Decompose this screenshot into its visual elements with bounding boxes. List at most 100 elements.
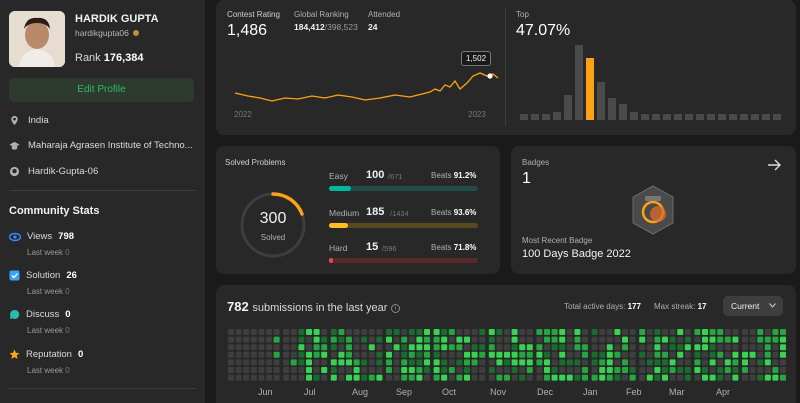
- heatmap-cell: [471, 359, 478, 366]
- heatmap-cell: [393, 351, 400, 358]
- arrow-right-icon[interactable]: [767, 158, 781, 172]
- heatmap-cell: [243, 374, 250, 381]
- heatmap-cell: [424, 359, 430, 366]
- heatmap-cell: [519, 359, 526, 366]
- solved-total: 300: [259, 210, 287, 227]
- heatmap-cell: [669, 351, 676, 358]
- github-icon: [9, 166, 20, 177]
- heatmap-cell: [574, 344, 581, 351]
- info-icon[interactable]: i: [391, 304, 401, 313]
- github-link[interactable]: Hardik-Gupta-06: [28, 166, 99, 177]
- heatmap-cell: [551, 329, 558, 335]
- heatmap-cell: [566, 344, 573, 351]
- github-row[interactable]: Hardik-Gupta-06: [9, 166, 98, 177]
- heatmap-cell: [724, 329, 731, 335]
- heatmap-cell: [243, 351, 250, 358]
- rating-current-point: [487, 73, 493, 79]
- heatmap-cell: [654, 329, 661, 335]
- heatmap-cell: [496, 351, 503, 358]
- heatmap-cell: [496, 329, 503, 335]
- heatmap-cell: [606, 359, 613, 366]
- heatmap-cell: [606, 374, 613, 381]
- heatmap-cell: [511, 329, 518, 335]
- month-label: Jan: [583, 387, 598, 397]
- heatmap-cell: [614, 359, 621, 366]
- heatmap-cell: [639, 329, 646, 335]
- heatmap-cell: [599, 367, 606, 373]
- heatmap-cell: [526, 329, 533, 335]
- heatmap-cell: [684, 344, 691, 351]
- heatmap-cell: [574, 336, 581, 343]
- heatmap-cell: [551, 374, 558, 381]
- month-label: Sep: [396, 387, 413, 397]
- heatmap-cell: [258, 374, 265, 381]
- medium-total: /1434: [390, 209, 409, 218]
- heatmap-cell: [511, 336, 518, 343]
- heatmap-cell: [591, 329, 598, 335]
- heatmap-cell: [250, 351, 257, 358]
- medium-label: Medium: [329, 208, 360, 218]
- heatmap-cell: [290, 351, 297, 358]
- heatmap-cell: [464, 336, 470, 343]
- heatmap-cell: [511, 374, 518, 381]
- easy-total: /671: [388, 172, 403, 181]
- heatmap-cell: [386, 367, 392, 373]
- heatmap-cell: [441, 351, 448, 358]
- heatmap-cell: [559, 374, 566, 381]
- heatmap-cell: [742, 367, 748, 373]
- heatmap-cell: [479, 329, 486, 335]
- top-percent: 47.07%: [516, 22, 571, 39]
- heatmap-cell: [433, 329, 440, 335]
- heatmap-cell: [408, 351, 415, 358]
- heatmap-cell: [504, 374, 510, 381]
- edit-profile-button[interactable]: Edit Profile: [9, 78, 194, 102]
- heatmap-cell: [709, 336, 716, 343]
- heatmap-cell: [536, 374, 543, 381]
- global-ranking-label: Global Ranking: [294, 10, 349, 19]
- heatmap-cell: [416, 336, 423, 343]
- heatmap-cell: [559, 336, 566, 343]
- heatmap-cell: [386, 351, 392, 358]
- heatmap-cell: [433, 359, 440, 366]
- heatmap-cell: [471, 351, 478, 358]
- heatmap-cell: [591, 359, 598, 366]
- heatmap-cell: [488, 367, 495, 373]
- heatmap-cell: [732, 367, 739, 373]
- heatmap-cell: [496, 374, 503, 381]
- heatmap-cell: [361, 344, 368, 351]
- heatmap-cell: [250, 336, 257, 343]
- medium-value: 185: [366, 206, 385, 218]
- heatmap-cell: [441, 336, 448, 343]
- heatmap-cell: [393, 374, 400, 381]
- easy-bar-fill: [329, 186, 351, 191]
- hard-bar-track: [329, 258, 478, 263]
- heatmap-cell: [250, 329, 257, 335]
- heatmap-cell: [464, 351, 470, 358]
- histogram-bar: [542, 114, 550, 120]
- heatmap-cell: [519, 336, 526, 343]
- year-select[interactable]: Current: [723, 296, 783, 316]
- views-last-week: Last week 0: [27, 248, 70, 257]
- heatmap-cell: [757, 329, 764, 335]
- location-icon: [11, 115, 18, 126]
- heatmap-cell: [313, 336, 320, 343]
- heatmap-cell: [313, 367, 320, 373]
- heatmap-cell: [684, 336, 691, 343]
- heatmap-cell: [559, 351, 566, 358]
- heatmap-cell: [614, 367, 621, 373]
- heatmap-cell: [582, 336, 588, 343]
- heatmap-cell: [684, 329, 691, 335]
- heatmap-cell: [780, 367, 786, 373]
- heatmap-cell: [330, 336, 337, 343]
- heatmap-cell: [479, 374, 486, 381]
- heatmap-cell: [401, 374, 408, 381]
- heatmap-cell: [780, 351, 786, 358]
- heatmap-cell: [544, 367, 550, 373]
- heatmap-cell: [471, 336, 478, 343]
- heatmap-cell: [757, 344, 764, 351]
- heatmap-cell: [764, 367, 771, 373]
- heatmap-cell: [283, 367, 290, 373]
- heatmap-cell: [258, 351, 265, 358]
- medium-bar-track: [329, 223, 478, 228]
- heatmap-cell: [488, 374, 495, 381]
